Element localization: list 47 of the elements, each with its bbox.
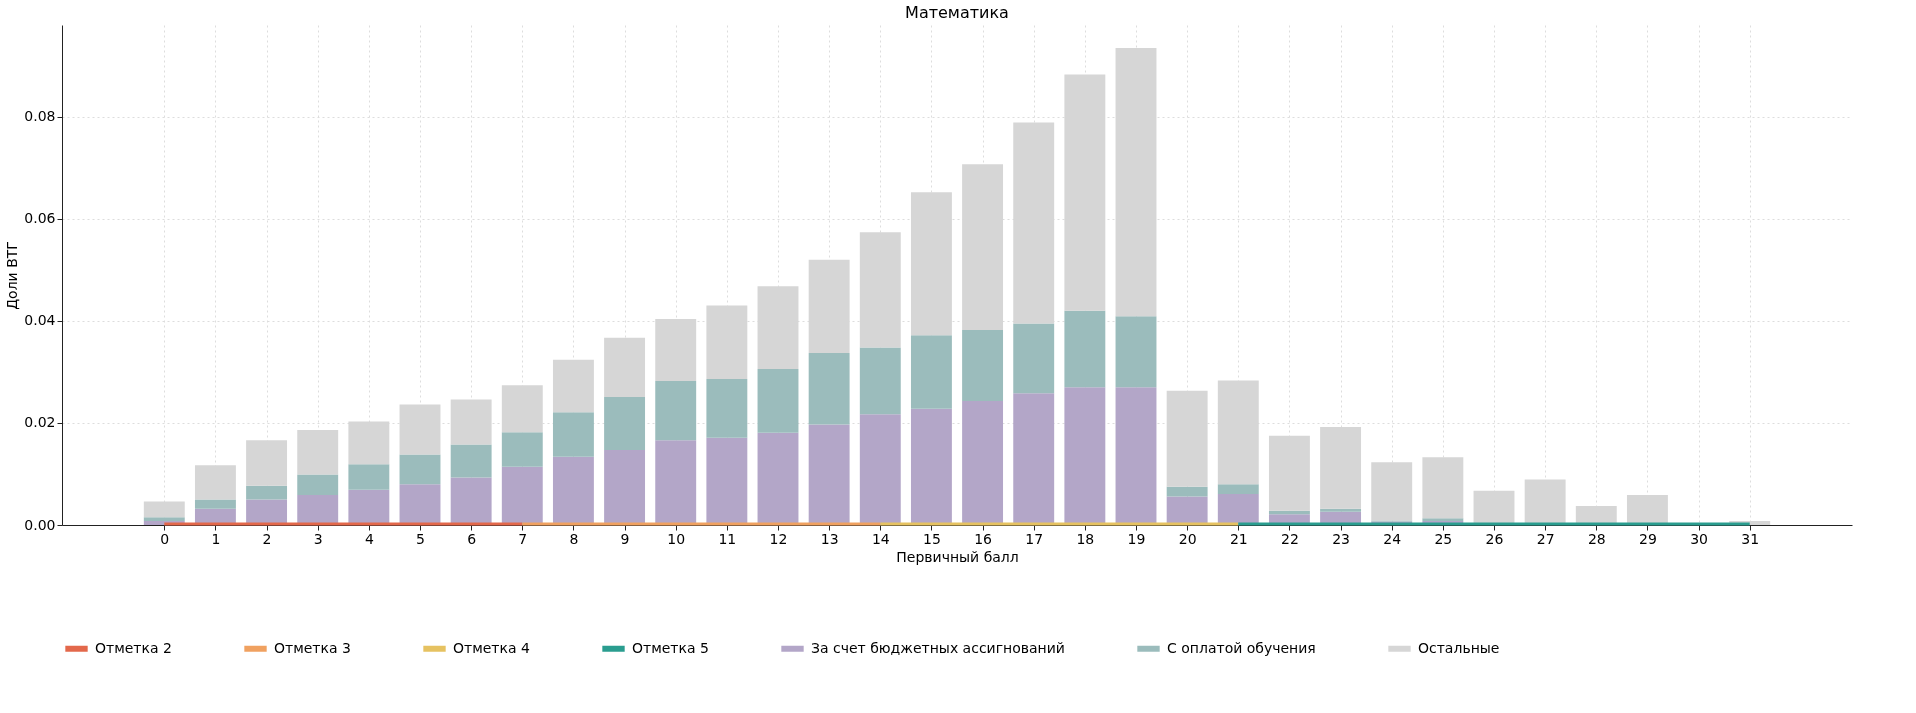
x-tick-label: 26 <box>1485 530 1504 547</box>
x-tick-label: 15 <box>923 530 941 547</box>
legend-label: Отметка 3 <box>274 639 351 656</box>
x-tick-label: 6 <box>467 530 477 547</box>
x-tick-label: 21 <box>1229 530 1248 547</box>
x-tick-label: 22 <box>1281 530 1299 547</box>
x-tick-label: 25 <box>1434 530 1453 547</box>
legend-label: Отметка 2 <box>95 639 172 656</box>
x-tick-label: 16 <box>974 530 993 547</box>
x-tick-label: 4 <box>364 530 374 547</box>
legend-label: Отметка 4 <box>453 639 530 656</box>
x-tick-label: 17 <box>1025 530 1044 547</box>
x-tick-label: 10 <box>667 530 686 547</box>
x-tick-label: 11 <box>718 530 737 547</box>
x-tick-label: 14 <box>871 530 890 547</box>
y-tick-label: 0.02 <box>24 414 56 431</box>
x-tick-label: 13 <box>820 530 839 547</box>
x-tick-label: 7 <box>518 530 528 547</box>
legend-label: За счет бюджетных ассигнований <box>811 639 1065 656</box>
legend-label: С оплатой обучения <box>1167 639 1316 656</box>
x-tick-label: 29 <box>1639 530 1657 547</box>
y-axis-title: Доли ВТГ <box>4 241 21 310</box>
x-tick-label: 9 <box>620 530 630 547</box>
x-tick-label: 23 <box>1332 530 1350 547</box>
x-tick-label: 27 <box>1536 530 1555 547</box>
x-tick-label: 1 <box>211 530 221 547</box>
x-tick-label: 12 <box>769 530 788 547</box>
x-tick-label: 8 <box>569 530 579 547</box>
x-tick-label: 30 <box>1690 530 1708 547</box>
y-tick-label: 0.04 <box>24 312 56 329</box>
y-tick-label: 0.08 <box>24 108 56 125</box>
x-tick-label: 19 <box>1127 530 1146 547</box>
y-tick-label: 0.00 <box>24 516 56 533</box>
x-tick-label: 24 <box>1383 530 1402 547</box>
x-tick-label: 5 <box>416 530 425 547</box>
x-tick-label: 20 <box>1178 530 1197 547</box>
x-tick-label: 31 <box>1741 530 1760 547</box>
x-tick-label: 0 <box>160 530 170 547</box>
x-axis-title: Первичный балл <box>896 548 1019 565</box>
legend-label: Отметка 5 <box>632 639 709 656</box>
chart-title: Математика <box>905 3 1009 22</box>
y-tick-label: 0.06 <box>24 210 56 227</box>
x-tick-label: 2 <box>262 530 272 547</box>
legend-label: Остальные <box>1418 639 1500 656</box>
x-tick-label: 28 <box>1587 530 1606 547</box>
x-tick-label: 18 <box>1076 530 1095 547</box>
x-tick-label: 3 <box>313 530 323 547</box>
